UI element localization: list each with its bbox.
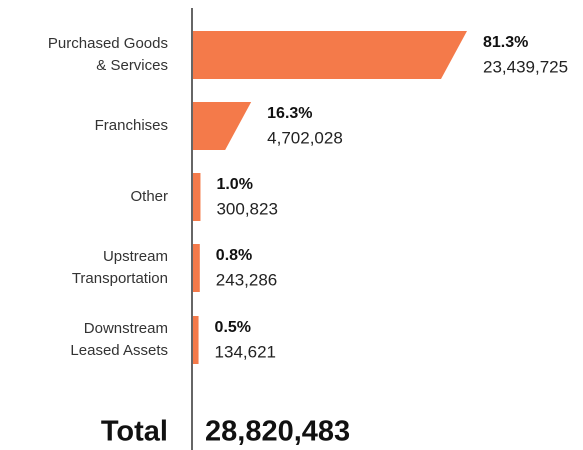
share-label: 0.8%	[216, 247, 252, 264]
bar	[193, 102, 252, 150]
category-label: & Services	[96, 57, 168, 74]
total-value: 28,820,483	[205, 416, 350, 448]
share-label: 1.0%	[216, 176, 252, 193]
value-label: 23,439,725	[483, 57, 568, 76]
category-label: Franchises	[95, 117, 168, 134]
category-label: Transportation	[72, 270, 168, 287]
share-label: 81.3%	[483, 34, 528, 51]
bar	[193, 244, 200, 292]
category-label: Purchased Goods	[48, 35, 168, 52]
bar	[193, 31, 467, 79]
category-label: Other	[130, 188, 168, 205]
share-label: 0.5%	[215, 319, 251, 336]
share-label: 16.3%	[267, 105, 312, 122]
value-label: 134,621	[215, 342, 276, 361]
bar	[193, 316, 199, 364]
category-label: Leased Assets	[70, 342, 168, 359]
category-label: Downstream	[84, 320, 168, 337]
category-label: Upstream	[103, 248, 168, 265]
value-label: 4,702,028	[267, 128, 343, 147]
total-label: Total	[101, 416, 168, 448]
value-label: 243,286	[216, 270, 277, 289]
bar	[193, 173, 201, 221]
value-label: 300,823	[216, 199, 277, 218]
